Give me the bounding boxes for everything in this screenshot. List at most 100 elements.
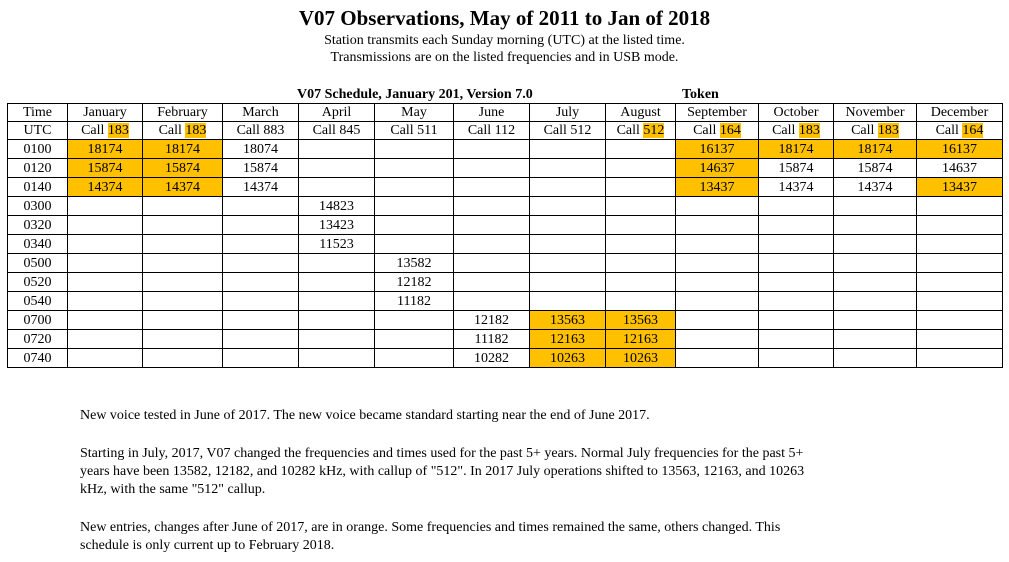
frequency-cell — [374, 234, 454, 254]
time-cell: 0540 — [7, 291, 68, 311]
token-label: Token — [682, 87, 719, 102]
call-prefix: Call — [851, 123, 875, 138]
frequency-cell — [453, 234, 530, 254]
frequency-cell — [67, 234, 143, 254]
call-header-december: Call 164 — [916, 121, 1003, 140]
table-row: 0340 11523 — [7, 234, 1003, 254]
frequency-cell — [605, 139, 676, 159]
call-number: 183 — [107, 123, 129, 138]
frequency-cell — [222, 348, 299, 368]
frequency-cell — [67, 196, 143, 216]
frequency-cell — [67, 348, 143, 368]
frequency-cell: 16137 — [675, 139, 759, 159]
frequency-cell — [67, 291, 143, 311]
frequency-cell — [605, 177, 676, 197]
frequency-cell: 13437 — [916, 177, 1003, 197]
call-number: 164 — [962, 123, 984, 138]
frequency-cell — [833, 272, 917, 292]
call-prefix: Call — [81, 123, 105, 138]
frequency-cell: 11523 — [298, 234, 375, 254]
frequency-cell — [605, 234, 676, 254]
call-header-march: Call 883 — [222, 121, 299, 140]
frequency-cell — [453, 272, 530, 292]
frequency-cell — [298, 158, 375, 178]
frequency-cell — [298, 310, 375, 330]
call-header-february: Call 183 — [142, 121, 223, 140]
frequency-cell — [605, 215, 676, 235]
month-header-september: September — [675, 103, 759, 122]
frequency-cell — [298, 253, 375, 273]
frequency-cell — [453, 215, 530, 235]
table-row: 0120 15874 15874 15874 14637 15874 15874 14637 — [7, 158, 1003, 178]
time-cell: 0120 — [7, 158, 68, 178]
call-number: 845 — [339, 123, 361, 138]
call-number: 512 — [643, 123, 665, 138]
frequency-cell: 13563 — [605, 310, 676, 330]
frequency-cell: 18174 — [142, 139, 223, 159]
frequency-cell: 15874 — [142, 158, 223, 178]
schedule-body: 0100 18174 18174 18074 16137 18174 18174 16137 0… — [7, 139, 1003, 368]
schedule-table: Time January February March April May June July… — [7, 103, 1003, 368]
frequency-cell — [605, 291, 676, 311]
frequency-cell — [833, 215, 917, 235]
frequency-cell — [453, 196, 530, 216]
call-header-august: Call 512 — [605, 121, 676, 140]
table-row: 0100 18174 18174 18074 16137 18174 18174 16137 — [7, 139, 1003, 159]
frequency-cell — [675, 272, 759, 292]
frequency-cell: 15874 — [758, 158, 834, 178]
frequency-cell — [758, 348, 834, 368]
frequency-cell — [758, 253, 834, 273]
time-header: Time — [7, 103, 68, 122]
month-header-june: June — [453, 103, 530, 122]
frequency-cell — [833, 329, 917, 349]
frequency-cell — [298, 177, 375, 197]
month-header-november: November — [833, 103, 917, 122]
frequency-cell — [142, 253, 223, 273]
table-row: 0740 10282 10263 10263 — [7, 348, 1003, 368]
time-cell: 0500 — [7, 253, 68, 273]
frequency-cell — [529, 139, 606, 159]
frequency-cell — [453, 177, 530, 197]
table-row: 0540 11182 — [7, 291, 1003, 311]
month-header-march: March — [222, 103, 299, 122]
frequency-cell — [758, 291, 834, 311]
paragraph-line: kHz, with the same "512" callup. — [80, 482, 266, 497]
frequency-cell — [374, 196, 454, 216]
frequency-cell — [142, 234, 223, 254]
month-header-may: May — [374, 103, 454, 122]
call-number: 883 — [263, 123, 285, 138]
frequency-cell — [374, 310, 454, 330]
paragraph-line: New voice tested in June of 2017. The ne… — [80, 408, 650, 423]
frequency-cell: 15874 — [833, 158, 917, 178]
frequency-cell — [453, 291, 530, 311]
frequency-cell — [142, 196, 223, 216]
paragraph-line: New entries, changes after June of 2017,… — [80, 520, 781, 535]
frequency-cell: 11182 — [453, 329, 530, 349]
table-row: 0700 12182 13563 13563 — [7, 310, 1003, 330]
frequency-cell — [916, 196, 1003, 216]
frequency-cell — [833, 348, 917, 368]
subtitle-line-1: Station transmits each Sunday morning (U… — [324, 33, 685, 48]
call-prefix: Call — [236, 123, 260, 138]
month-header-october: October — [758, 103, 834, 122]
table-row: 0140 14374 14374 14374 13437 14374 14374 13437 — [7, 177, 1003, 197]
table-row: 0300 14823 — [7, 196, 1003, 216]
frequency-cell: 13437 — [675, 177, 759, 197]
frequency-cell — [374, 215, 454, 235]
call-prefix: Call — [543, 123, 567, 138]
time-cell: 0740 — [7, 348, 68, 368]
frequency-cell — [222, 329, 299, 349]
frequency-cell: 10263 — [529, 348, 606, 368]
frequency-cell: 14823 — [298, 196, 375, 216]
frequency-cell — [222, 291, 299, 311]
frequency-cell — [222, 215, 299, 235]
frequency-cell — [758, 272, 834, 292]
call-number: 164 — [719, 123, 741, 138]
frequency-cell — [833, 196, 917, 216]
time-cell: 0340 — [7, 234, 68, 254]
frequency-cell: 18174 — [833, 139, 917, 159]
frequency-cell — [916, 272, 1003, 292]
frequency-cell: 16137 — [916, 139, 1003, 159]
call-number: 183 — [798, 123, 820, 138]
frequency-cell — [605, 158, 676, 178]
